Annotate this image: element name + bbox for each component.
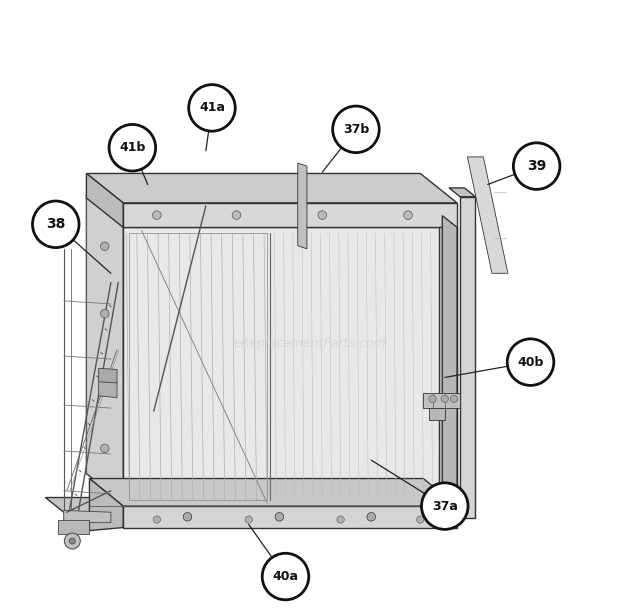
Polygon shape [64, 510, 111, 523]
Circle shape [333, 106, 379, 153]
Circle shape [318, 211, 327, 219]
Text: 41b: 41b [119, 141, 146, 154]
Circle shape [441, 395, 448, 403]
Text: 37a: 37a [432, 500, 458, 513]
Text: 40b: 40b [517, 356, 544, 368]
Text: 40a: 40a [273, 570, 298, 583]
Circle shape [188, 85, 235, 131]
Polygon shape [423, 393, 460, 408]
Circle shape [32, 201, 79, 247]
Circle shape [232, 211, 241, 219]
Text: 38: 38 [46, 217, 66, 231]
Polygon shape [123, 506, 457, 527]
Polygon shape [467, 157, 508, 273]
Polygon shape [86, 195, 123, 503]
Polygon shape [86, 173, 123, 227]
Polygon shape [86, 173, 457, 203]
Circle shape [262, 553, 309, 600]
Circle shape [245, 516, 252, 523]
Circle shape [153, 211, 161, 219]
Polygon shape [64, 512, 460, 524]
Polygon shape [430, 408, 445, 421]
Polygon shape [123, 203, 457, 227]
Circle shape [100, 309, 109, 318]
Circle shape [513, 143, 560, 189]
Polygon shape [449, 188, 476, 196]
Circle shape [109, 125, 156, 171]
Polygon shape [45, 497, 460, 512]
Circle shape [337, 516, 344, 523]
Polygon shape [89, 478, 457, 506]
Text: 37b: 37b [343, 123, 369, 136]
Polygon shape [99, 368, 117, 383]
Circle shape [100, 242, 109, 251]
Polygon shape [89, 478, 123, 530]
Circle shape [417, 516, 424, 523]
Circle shape [422, 483, 468, 529]
Circle shape [153, 516, 161, 523]
Circle shape [100, 444, 109, 453]
Circle shape [507, 339, 554, 386]
Circle shape [69, 538, 76, 544]
Polygon shape [123, 227, 457, 506]
Polygon shape [460, 196, 476, 518]
Text: 39: 39 [527, 159, 546, 173]
Circle shape [429, 395, 436, 403]
Circle shape [183, 513, 192, 521]
Circle shape [450, 395, 458, 403]
Polygon shape [298, 163, 307, 249]
Text: eReplacementParts.com: eReplacementParts.com [234, 337, 386, 350]
Circle shape [64, 533, 80, 549]
Circle shape [275, 513, 284, 521]
Polygon shape [442, 216, 457, 506]
Circle shape [367, 513, 376, 521]
Circle shape [100, 377, 109, 386]
Polygon shape [99, 381, 117, 398]
Text: 41a: 41a [199, 101, 225, 114]
Circle shape [404, 211, 412, 219]
Polygon shape [438, 227, 457, 506]
Polygon shape [58, 520, 89, 534]
